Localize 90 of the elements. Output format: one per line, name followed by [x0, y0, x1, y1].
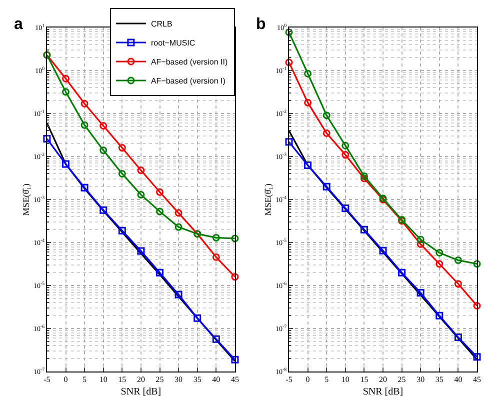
point [454, 280, 462, 288]
point [416, 240, 424, 248]
x-tick-label: 25 [156, 375, 164, 384]
x-tick-label: -5 [286, 375, 292, 384]
point [156, 268, 164, 276]
point [436, 260, 444, 268]
point [285, 138, 293, 146]
point [342, 151, 350, 159]
point [398, 268, 406, 276]
point [231, 234, 239, 242]
point [212, 234, 220, 242]
point [473, 302, 481, 310]
point [100, 206, 108, 214]
legend-label: root−MUSIC [150, 38, 196, 48]
x-tick-label: 20 [379, 375, 387, 384]
x-tick-label: 35 [193, 375, 202, 384]
point [174, 209, 182, 217]
point [156, 208, 164, 216]
x-tick-label: 5 [82, 375, 87, 384]
point [304, 70, 312, 78]
x-tick-label: 5 [324, 375, 329, 384]
x-tick-label: 10 [341, 375, 350, 384]
point [212, 253, 220, 261]
x-tick-label: 10 [99, 375, 108, 384]
x-tick-label: 15 [360, 375, 368, 384]
point [436, 249, 444, 257]
x-tick-label: 20 [136, 375, 145, 384]
point [360, 226, 368, 234]
point [342, 204, 350, 212]
chart-title: a [14, 16, 23, 33]
point [379, 246, 387, 254]
point [137, 247, 145, 255]
point [118, 226, 126, 234]
x-tick-label: 0 [306, 375, 310, 384]
point [285, 28, 293, 36]
point [473, 260, 481, 268]
point [454, 334, 462, 341]
point [322, 182, 330, 190]
point [62, 160, 70, 168]
point [304, 98, 312, 106]
x-tick-label: 30 [174, 375, 183, 384]
point [100, 122, 108, 130]
point [342, 142, 350, 150]
x-tick-label: 35 [435, 375, 444, 384]
x-axis-title: SNR [dB] [120, 386, 162, 398]
point [194, 314, 202, 322]
point [322, 129, 330, 137]
legend-label: CRLB [150, 20, 172, 29]
point [285, 58, 293, 66]
y-axis-title: MSE(θ̂₁) [262, 184, 273, 216]
legend-label: AF−based (version II) [150, 58, 228, 67]
x-tick-label: 15 [118, 375, 126, 384]
point [100, 146, 108, 154]
x-tick-label: 40 [212, 375, 220, 384]
x-tick-label: -5 [44, 375, 50, 384]
x-tick-label: 0 [64, 375, 68, 384]
x-axis-title: SNR [dB] [362, 386, 404, 398]
point [118, 144, 126, 152]
point [156, 188, 164, 196]
point [360, 174, 368, 182]
point [137, 190, 145, 198]
point [43, 134, 51, 142]
point [62, 88, 70, 96]
chart-title: b [256, 16, 266, 33]
point [416, 289, 424, 297]
point [118, 170, 126, 178]
x-tick-label: 40 [454, 375, 462, 384]
x-tick-label: 45 [230, 375, 239, 384]
x-tick-label: 45 [473, 375, 481, 384]
point [174, 290, 182, 298]
point [416, 236, 424, 244]
point [80, 121, 88, 129]
point [137, 166, 145, 174]
point [454, 256, 462, 264]
x-tick-label: 30 [416, 375, 425, 384]
point [80, 184, 88, 192]
point [62, 74, 70, 82]
x-tick-label: 25 [398, 375, 406, 384]
point [80, 100, 88, 108]
point [322, 112, 330, 120]
point [304, 161, 312, 169]
point [212, 335, 220, 343]
legend-label: AF−based (version I) [150, 76, 226, 86]
y-axis-title: MSE(θ̂₁) [20, 184, 31, 216]
point [360, 172, 368, 180]
point [231, 356, 239, 364]
point [231, 273, 239, 281]
point [174, 223, 182, 231]
point [473, 353, 481, 361]
point [436, 312, 444, 320]
